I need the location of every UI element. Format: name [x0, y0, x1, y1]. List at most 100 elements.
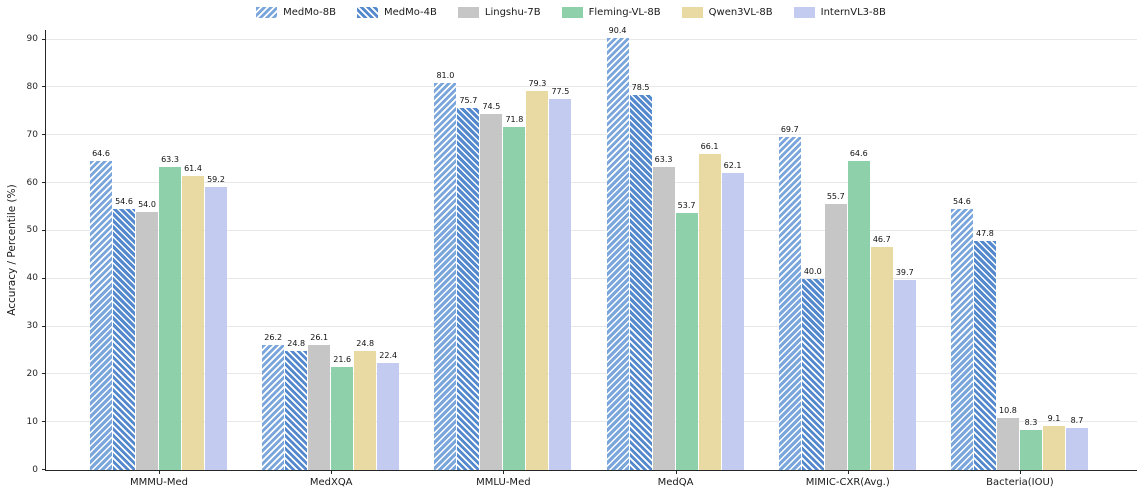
bar-slot: 24.8: [354, 30, 377, 470]
y-tick-label: 30: [26, 321, 38, 332]
bar-value-label: 8.3: [1024, 418, 1038, 428]
bar-slot: 63.3: [159, 30, 181, 470]
bar-value-label: 63.3: [654, 155, 673, 165]
bar-value-label: 71.8: [505, 114, 524, 124]
bar-lingshu-7b: [824, 203, 847, 470]
bar-medmo-4b: [801, 278, 824, 470]
bar-slot: 46.7: [870, 30, 893, 470]
y-tick-mark: [42, 86, 46, 88]
bar-internvl3-8b: [893, 280, 916, 470]
gridline-60: [46, 182, 1137, 184]
x-tick-label: MedXQA: [309, 477, 353, 488]
gridline-20: [46, 373, 1137, 375]
bar-slot: 8.3: [1019, 30, 1042, 470]
bar-fleming-vl-8b: [1019, 430, 1042, 470]
bar-group-medqa: 90.4 78.5 63.3 53.7 66.1 62.1 MedQA: [606, 25, 745, 488]
bar-value-label: 54.6: [953, 196, 971, 206]
bar-lingshu-7b: [996, 418, 1019, 470]
bar-qwen3vl-8b: [870, 246, 893, 470]
y-tick-label: 50: [26, 225, 38, 236]
bar-slot: 64.6: [90, 30, 112, 470]
bar-slot: 77.5: [549, 30, 572, 470]
bar-lingshu-7b: [308, 345, 331, 470]
bar-slot: 79.3: [526, 30, 549, 470]
bar-slot: 74.5: [480, 30, 503, 470]
bar-value-label: 24.8: [287, 339, 306, 349]
bar-value-label: 61.4: [184, 164, 202, 174]
legend-item-medmo-8b: MedMo-8B: [256, 7, 336, 18]
bar-slot: 40.0: [801, 30, 824, 470]
bar-medmo-8b: [434, 82, 457, 470]
y-tick-label: 40: [26, 273, 38, 284]
y-tick-mark: [42, 229, 46, 231]
bar-medmo-4b: [285, 351, 308, 470]
x-tick-label: Bacteria(IOU): [986, 477, 1054, 488]
gridline-70: [46, 134, 1137, 136]
bar-value-label: 75.7: [459, 95, 478, 105]
bar-slot: 78.5: [629, 30, 652, 470]
bar-qwen3vl-8b: [526, 90, 549, 470]
bar-slot: 69.7: [778, 30, 801, 470]
bar-slot: 26.1: [308, 30, 331, 470]
bar-slot: 63.3: [652, 30, 675, 470]
bar-value-label: 26.1: [310, 333, 329, 343]
bar-slot: 59.2: [205, 30, 227, 470]
y-tick-mark: [42, 134, 46, 136]
bar-fleming-vl-8b: [331, 366, 354, 470]
bar-slot: 39.7: [893, 30, 916, 470]
plot-area: 64.6 54.6 54.0 63.3 61.4 59.2 MMMU-Med 26.2 24.8…: [27, 25, 1137, 488]
bar-slot: 24.8: [285, 30, 308, 470]
legend-swatch-icon: [793, 7, 815, 18]
bar-value-label: 63.3: [161, 155, 179, 165]
bar-slot: 54.0: [136, 30, 158, 470]
bar-internvl3-8b: [205, 186, 227, 470]
bar-value-label: 79.3: [528, 78, 547, 88]
bar-value-label: 22.4: [379, 350, 398, 360]
bar-value-label: 47.8: [976, 229, 994, 239]
bar-value-label: 64.6: [92, 149, 110, 159]
bar-slot: 54.6: [113, 30, 135, 470]
bar-medmo-4b: [113, 208, 135, 470]
bar-value-label: 62.1: [723, 161, 742, 170]
x-tick-label: MMLU-Med: [476, 477, 531, 488]
y-tick-mark: [42, 373, 46, 375]
legend-swatch-icon: [457, 7, 479, 18]
bar-value-label: 53.7: [677, 201, 696, 211]
bar-value-label: 10.8: [999, 406, 1017, 416]
bar-group-mmlu-med: 81.0 75.7 74.5 71.8 79.3 77.5 MMLU-Med: [434, 30, 572, 488]
legend-label: MedMo-8B: [283, 7, 336, 18]
bar-value-label: 77.5: [551, 87, 570, 97]
bar-slot: 55.7: [824, 30, 847, 470]
bar-fleming-vl-8b: [159, 167, 181, 470]
bar-medmo-4b: [457, 107, 480, 470]
bar-value-label: 26.2: [264, 332, 283, 342]
bar-groups: 64.6 54.6 54.0 63.3 61.4 59.2 MMMU-Med 26.2 24.8…: [46, 25, 1137, 488]
x-tick-mark: [331, 470, 333, 474]
bar-slot: 75.7: [457, 30, 480, 470]
legend-item-qwen3vl-8b: Qwen3VL-8B: [681, 7, 773, 18]
gridline-90: [46, 38, 1137, 40]
legend-item-lingshu-7b: Lingshu-7B: [457, 7, 541, 18]
y-axis-title: Accuracy / Percentile (%): [6, 184, 18, 316]
y-tick-label: 0: [32, 464, 38, 475]
bar-value-label: 90.4: [608, 25, 627, 35]
gridline-30: [46, 325, 1137, 327]
gridline-50: [46, 229, 1137, 231]
bar-group-mimic-cxr-avg-: 69.7 40.0 55.7 64.6 46.7 39.7 MIMIC-CXR(Avg.): [778, 30, 917, 488]
bar-slot: 9.1: [1042, 30, 1065, 470]
bar-lingshu-7b: [652, 167, 675, 470]
bar-internvl3-8b: [721, 173, 744, 470]
bar-slot: 21.6: [331, 30, 354, 470]
bar-slot: 8.7: [1065, 30, 1088, 470]
bar-fleming-vl-8b: [675, 213, 698, 470]
bar-value-label: 8.7: [1070, 416, 1084, 426]
bar-value-label: 40.0: [803, 266, 822, 276]
bar-slot: 81.0: [434, 30, 457, 470]
bar-medmo-8b: [778, 136, 801, 470]
bar-qwen3vl-8b: [354, 351, 377, 470]
bar-value-label: 54.0: [138, 199, 156, 209]
bar-medmo-8b: [950, 208, 973, 470]
legend-label: InternVL3-8B: [820, 7, 886, 18]
x-tick-mark: [159, 470, 160, 474]
